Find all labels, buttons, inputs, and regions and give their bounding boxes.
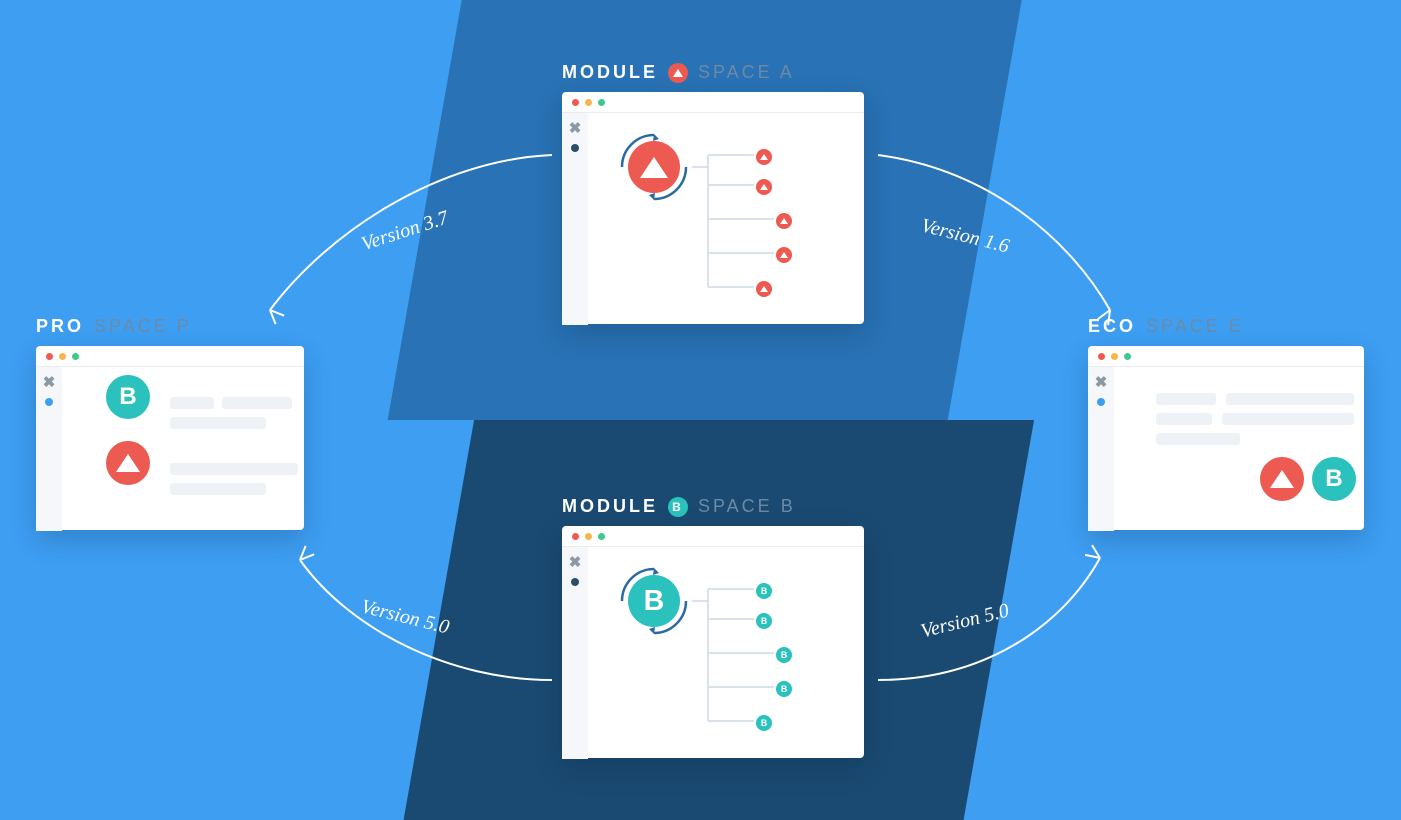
tree-node-icon bbox=[756, 177, 772, 195]
label-module-a-title: MODULE bbox=[562, 62, 658, 83]
window-content: BBBBBB bbox=[588, 547, 864, 759]
window-eco: ✖ B bbox=[1088, 346, 1364, 530]
module-a-icon bbox=[1260, 457, 1304, 501]
diagram-stage: MODULE SPACE A MODULE B SPACE B PRO SPAC… bbox=[0, 0, 1401, 820]
window-sidebar: ✖ bbox=[1088, 367, 1114, 531]
window-titlebar bbox=[562, 526, 864, 547]
label-module-b-title: MODULE bbox=[562, 496, 658, 517]
window-module_b: ✖ BBBBBB bbox=[562, 526, 864, 758]
window-titlebar bbox=[36, 346, 304, 367]
text-placeholder bbox=[170, 483, 266, 495]
tree-node-icon: B bbox=[756, 611, 772, 629]
tree-node-icon: B bbox=[776, 679, 792, 697]
text-placeholder bbox=[222, 397, 292, 409]
label-eco-title: ECO bbox=[1088, 316, 1136, 337]
module-b-icon: B bbox=[1312, 457, 1356, 501]
module-main-icon bbox=[628, 141, 680, 193]
app-logo-icon: ✖ bbox=[569, 555, 582, 570]
text-placeholder bbox=[1222, 413, 1354, 425]
label-pro: PRO SPACE P bbox=[36, 316, 192, 337]
window-sidebar: ✖ bbox=[562, 547, 588, 759]
module-main-icon: B bbox=[628, 575, 680, 627]
text-placeholder bbox=[1156, 413, 1212, 425]
module-b-icon: B bbox=[106, 375, 150, 419]
label-module-a: MODULE SPACE A bbox=[562, 62, 795, 83]
text-placeholder bbox=[1156, 433, 1240, 445]
app-logo-icon: ✖ bbox=[1095, 375, 1108, 390]
label-pro-space: SPACE P bbox=[94, 316, 192, 337]
window-titlebar bbox=[562, 92, 864, 113]
window-pro: ✖ B bbox=[36, 346, 304, 530]
tree-node-icon: B bbox=[776, 645, 792, 663]
text-placeholder bbox=[1156, 393, 1216, 405]
sidebar-dot-icon bbox=[571, 578, 579, 586]
label-module-b-space: SPACE B bbox=[698, 496, 796, 517]
sidebar-dot-icon bbox=[1097, 398, 1105, 406]
tree-node-icon bbox=[756, 279, 772, 297]
text-placeholder bbox=[170, 463, 298, 475]
module-b-badge-icon: B bbox=[668, 497, 688, 517]
module-a-badge-icon bbox=[668, 63, 688, 83]
text-placeholder bbox=[170, 417, 266, 429]
tree-node-icon bbox=[776, 211, 792, 229]
sidebar-dot-icon bbox=[45, 398, 53, 406]
label-module-b: MODULE B SPACE B bbox=[562, 496, 796, 517]
app-logo-icon: ✖ bbox=[43, 375, 56, 390]
tree-node-icon bbox=[756, 147, 772, 165]
tree-node-icon: B bbox=[756, 581, 772, 599]
module-a-icon bbox=[106, 441, 150, 485]
text-placeholder bbox=[1226, 393, 1354, 405]
window-content bbox=[588, 113, 864, 325]
text-placeholder bbox=[170, 397, 214, 409]
app-logo-icon: ✖ bbox=[569, 121, 582, 136]
tree-node-icon bbox=[776, 245, 792, 263]
label-eco-space: SPACE E bbox=[1146, 316, 1244, 337]
window-sidebar: ✖ bbox=[36, 367, 62, 531]
window-sidebar: ✖ bbox=[562, 113, 588, 325]
label-eco: ECO SPACE E bbox=[1088, 316, 1244, 337]
window-titlebar bbox=[1088, 346, 1364, 367]
label-module-a-space: SPACE A bbox=[698, 62, 795, 83]
window-content: B bbox=[62, 367, 304, 531]
window-content: B bbox=[1114, 367, 1364, 531]
window-module_a: ✖ bbox=[562, 92, 864, 324]
tree-node-icon: B bbox=[756, 713, 772, 731]
sidebar-dot-icon bbox=[571, 144, 579, 152]
label-pro-title: PRO bbox=[36, 316, 84, 337]
